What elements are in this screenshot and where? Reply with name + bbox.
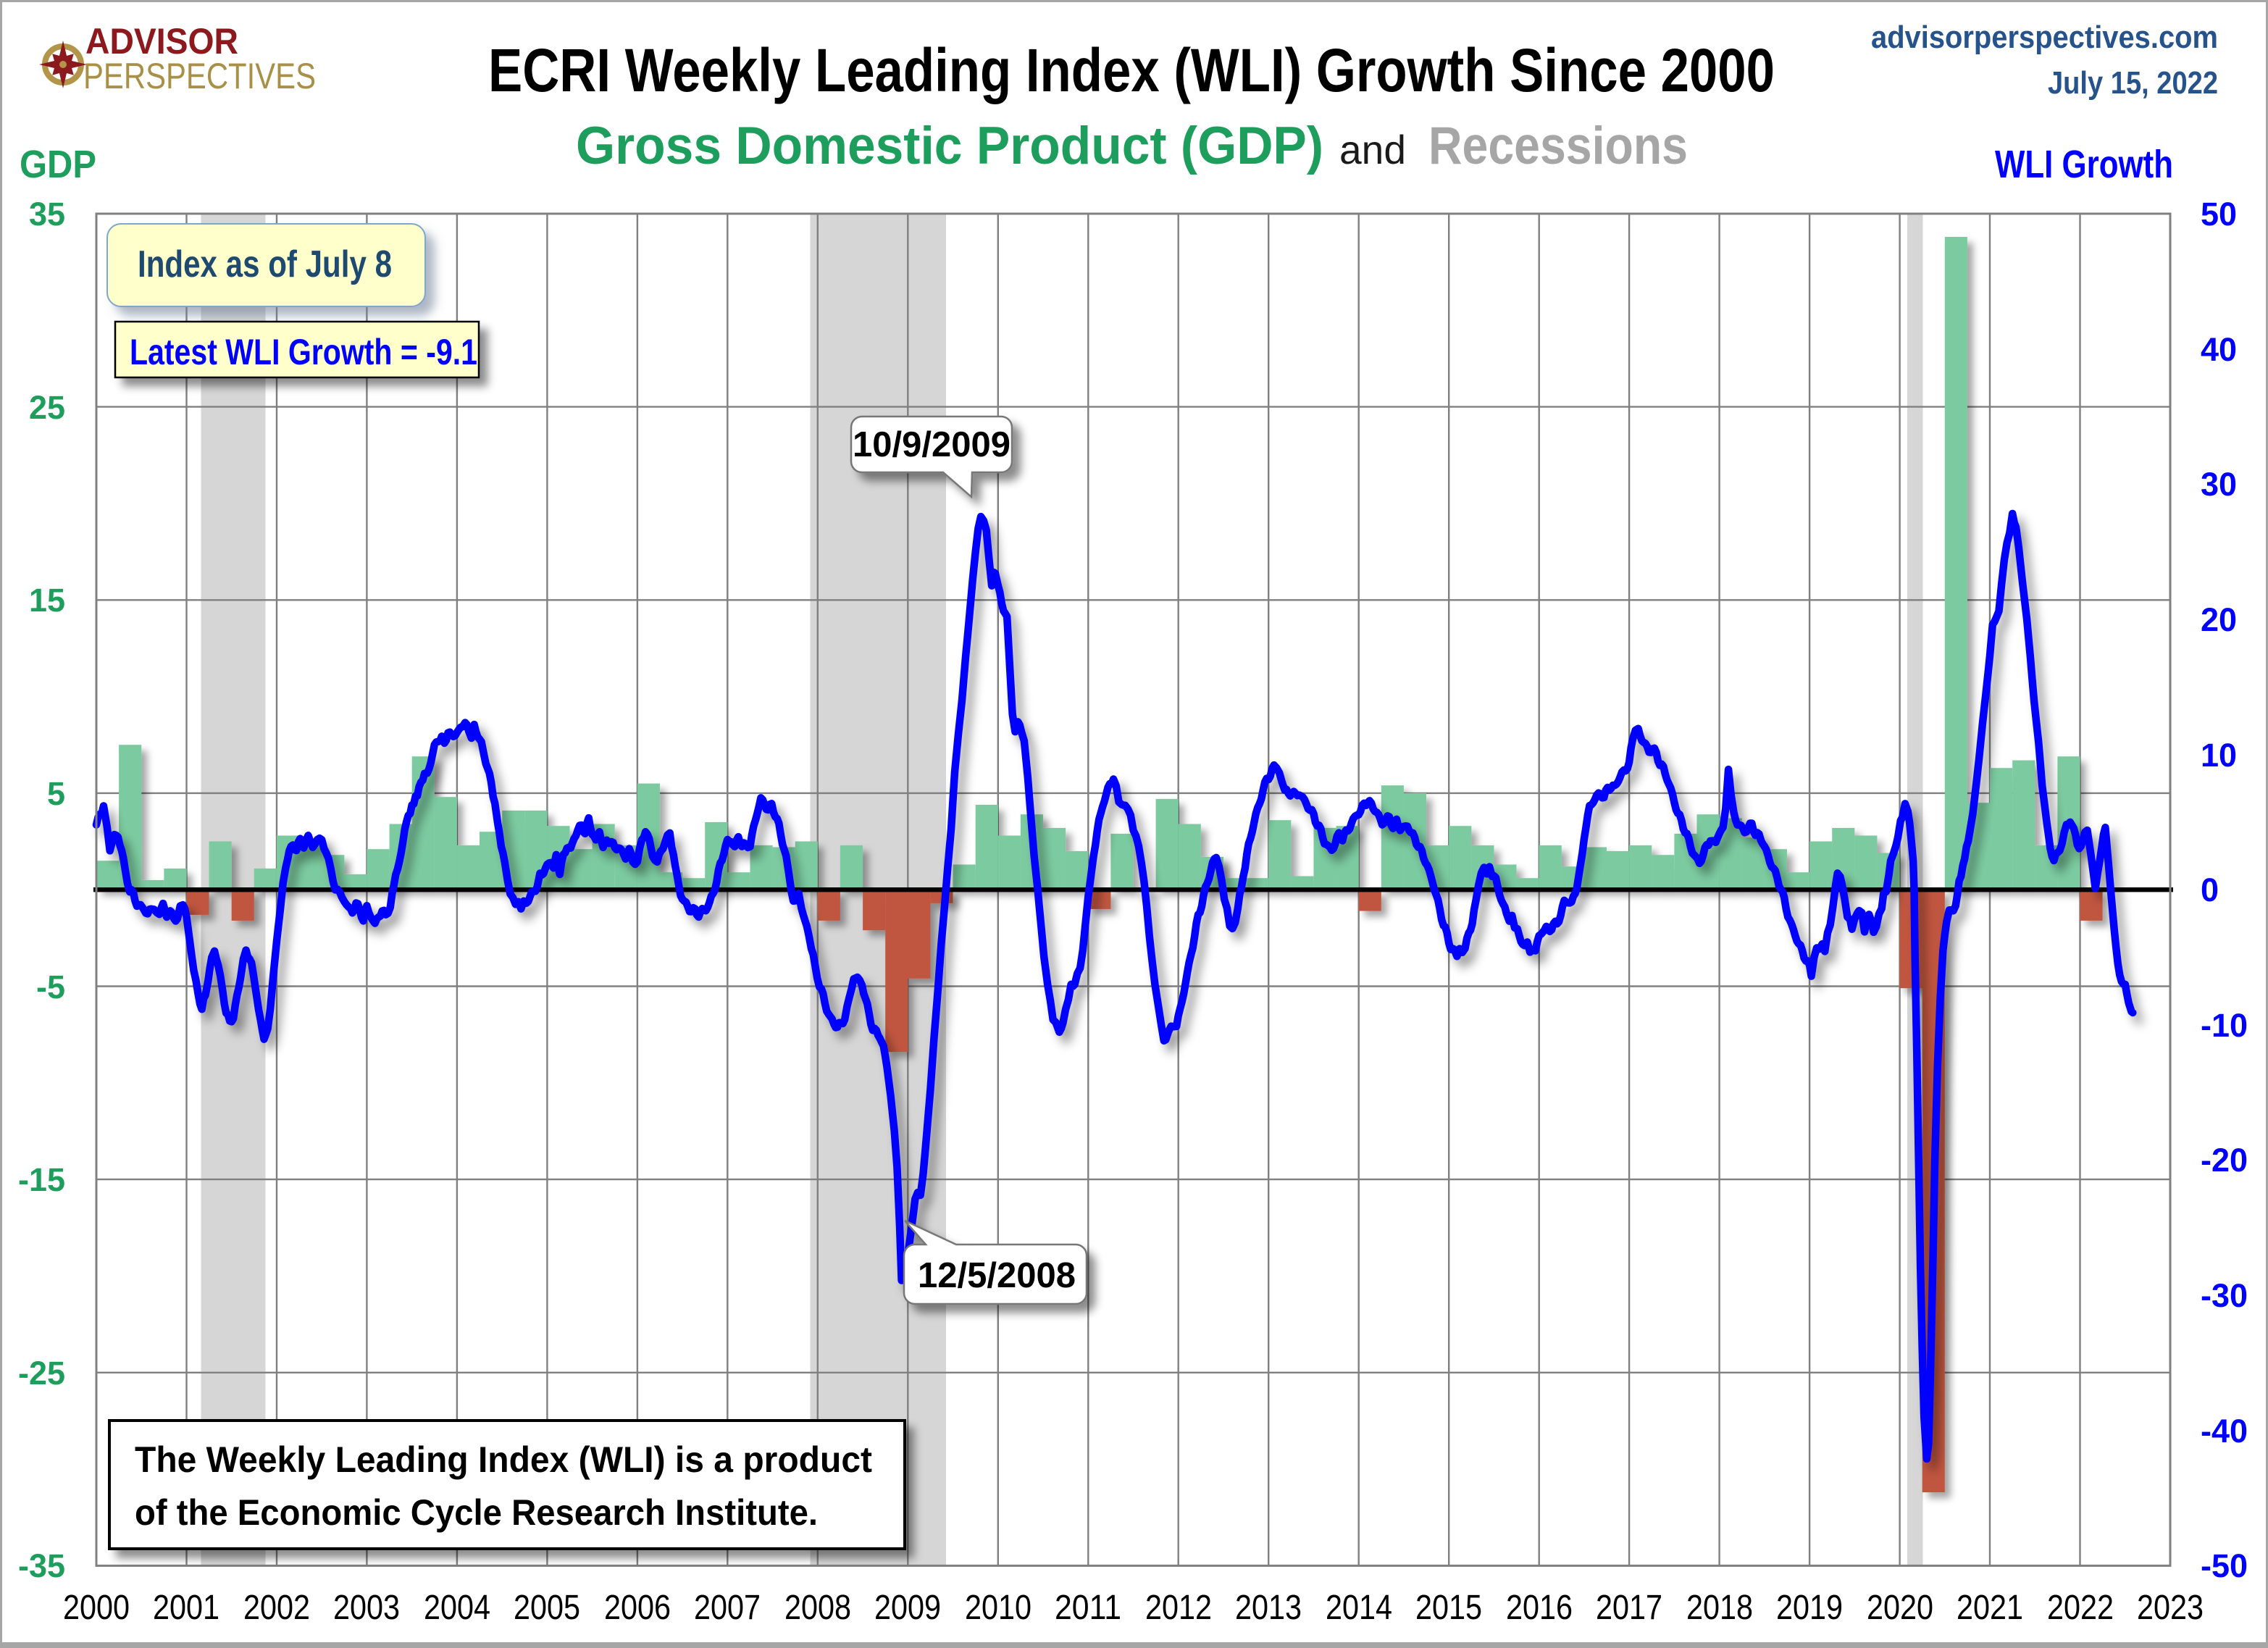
svg-text:2005: 2005 (514, 1589, 580, 1627)
svg-text:2009: 2009 (874, 1589, 941, 1627)
svg-text:10: 10 (2201, 737, 2237, 774)
svg-text:20: 20 (2201, 601, 2237, 638)
svg-text:2015: 2015 (1415, 1589, 1482, 1627)
svg-text:2006: 2006 (604, 1589, 671, 1627)
svg-text:2011: 2011 (1055, 1589, 1121, 1627)
svg-text:2008: 2008 (784, 1589, 851, 1627)
svg-text:ECRI Weekly Leading Index (WLI: ECRI Weekly Leading Index (WLI) Growth S… (488, 36, 1775, 104)
svg-text:ADVISOR: ADVISOR (85, 21, 238, 62)
svg-text:2004: 2004 (424, 1589, 490, 1627)
svg-text:35: 35 (29, 196, 65, 233)
svg-text:5: 5 (47, 775, 65, 812)
svg-text:15: 15 (29, 582, 65, 619)
svg-text:0: 0 (2201, 871, 2219, 908)
svg-text:Recessions: Recessions (1428, 117, 1688, 175)
svg-text:2012: 2012 (1145, 1589, 1212, 1627)
svg-text:-30: -30 (2201, 1277, 2248, 1314)
svg-text:2021: 2021 (1957, 1589, 2023, 1627)
svg-text:advisorperspectives.com: advisorperspectives.com (1871, 20, 2218, 55)
svg-text:Gross Domestic Product (GDP): Gross Domestic Product (GDP) (576, 117, 1323, 175)
svg-text:2002: 2002 (243, 1589, 310, 1627)
svg-text:-35: -35 (18, 1547, 65, 1584)
svg-text:and: and (1339, 127, 1406, 172)
svg-text:2003: 2003 (333, 1589, 400, 1627)
svg-text:50: 50 (2201, 196, 2237, 233)
svg-text:-20: -20 (2201, 1142, 2248, 1179)
svg-text:-50: -50 (2201, 1547, 2248, 1584)
svg-text:GDP: GDP (20, 143, 96, 186)
svg-text:2001: 2001 (153, 1589, 219, 1627)
svg-text:2016: 2016 (1506, 1589, 1573, 1627)
svg-text:10/9/2009: 10/9/2009 (853, 425, 1010, 464)
svg-text:2000: 2000 (63, 1589, 130, 1627)
svg-text:July 15, 2022: July 15, 2022 (2048, 65, 2218, 101)
svg-text:-10: -10 (2201, 1007, 2248, 1044)
svg-text:The Weekly Leading Index (WLI): The Weekly Leading Index (WLI) is a prod… (135, 1439, 872, 1480)
svg-text:2020: 2020 (1867, 1589, 1933, 1627)
svg-text:-25: -25 (18, 1355, 65, 1392)
svg-text:2022: 2022 (2047, 1589, 2114, 1627)
svg-text:2017: 2017 (1596, 1589, 1662, 1627)
svg-text:12/5/2008: 12/5/2008 (918, 1256, 1076, 1295)
svg-text:Latest WLI Growth = -9.1: Latest WLI Growth = -9.1 (130, 332, 477, 372)
svg-text:-15: -15 (18, 1161, 65, 1198)
svg-text:30: 30 (2201, 466, 2237, 503)
svg-text:2023: 2023 (2137, 1589, 2204, 1627)
svg-text:2018: 2018 (1686, 1589, 1753, 1627)
svg-text:2013: 2013 (1235, 1589, 1302, 1627)
svg-text:-5: -5 (36, 969, 65, 1005)
svg-text:40: 40 (2201, 331, 2237, 368)
svg-text:2007: 2007 (694, 1589, 761, 1627)
svg-text:2019: 2019 (1776, 1589, 1843, 1627)
svg-text:of the Economic Cycle Research: of the Economic Cycle Research Institute… (135, 1492, 818, 1533)
svg-text:WLI Growth: WLI Growth (1995, 143, 2173, 186)
svg-text:25: 25 (29, 389, 65, 426)
svg-text:Index as of July 8: Index as of July 8 (138, 243, 392, 285)
svg-text:2010: 2010 (965, 1589, 1032, 1627)
svg-text:2014: 2014 (1326, 1589, 1392, 1627)
svg-text:-40: -40 (2201, 1413, 2248, 1450)
svg-text:PERSPECTIVES: PERSPECTIVES (83, 56, 316, 96)
